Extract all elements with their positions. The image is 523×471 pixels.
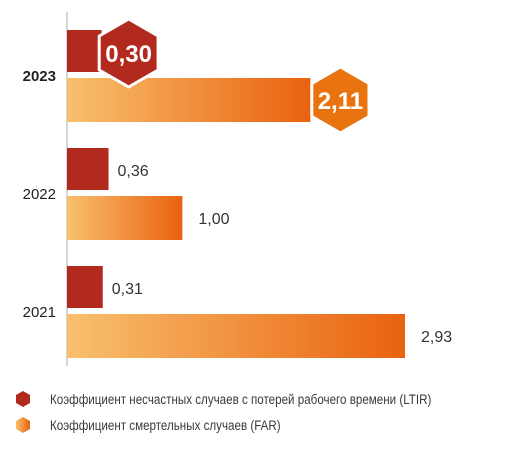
data-label-far-2023: 2,11 [318, 88, 363, 115]
bar-ltir-2022 [67, 148, 109, 190]
category-label-2023: 2023 [23, 68, 56, 85]
bar-far-2021 [67, 314, 405, 358]
bar-far-2023 [67, 78, 311, 122]
bar-ltir-2023 [67, 30, 102, 72]
legend-label-far: Коэффициент смертельных случаев (FAR) [50, 417, 281, 433]
legend-item-ltir: Коэффициент несчастных случаев с потерей… [14, 388, 519, 410]
data-label-ltir-2022: 0,36 [118, 163, 149, 180]
category-label-2022: 2022 [23, 186, 56, 203]
data-label-ltir-2021: 0,31 [112, 281, 143, 298]
category-label-2021: 2021 [23, 304, 56, 321]
data-label-ltir-2023: 0,30 [105, 41, 152, 68]
bar-far-2022 [67, 196, 183, 240]
badge-ltir-2023 [97, 17, 160, 89]
bar-chart: 2023 0,30 2,11 2022 0,36 1,00 2021 0,31 2,93 [23, 12, 452, 366]
legend-marker-far [16, 417, 30, 433]
legend-label-ltir: Коэффициент несчастных случаев с потерей… [50, 391, 432, 407]
legend-marker-ltir [16, 391, 30, 407]
badge-far-2023 [310, 65, 371, 135]
data-label-far-2021: 2,93 [421, 329, 452, 346]
bar-ltir-2021 [67, 266, 103, 308]
data-label-far-2022: 1,00 [198, 211, 229, 228]
legend-item-far: Коэффициент смертельных случаев (FAR) [14, 414, 519, 436]
